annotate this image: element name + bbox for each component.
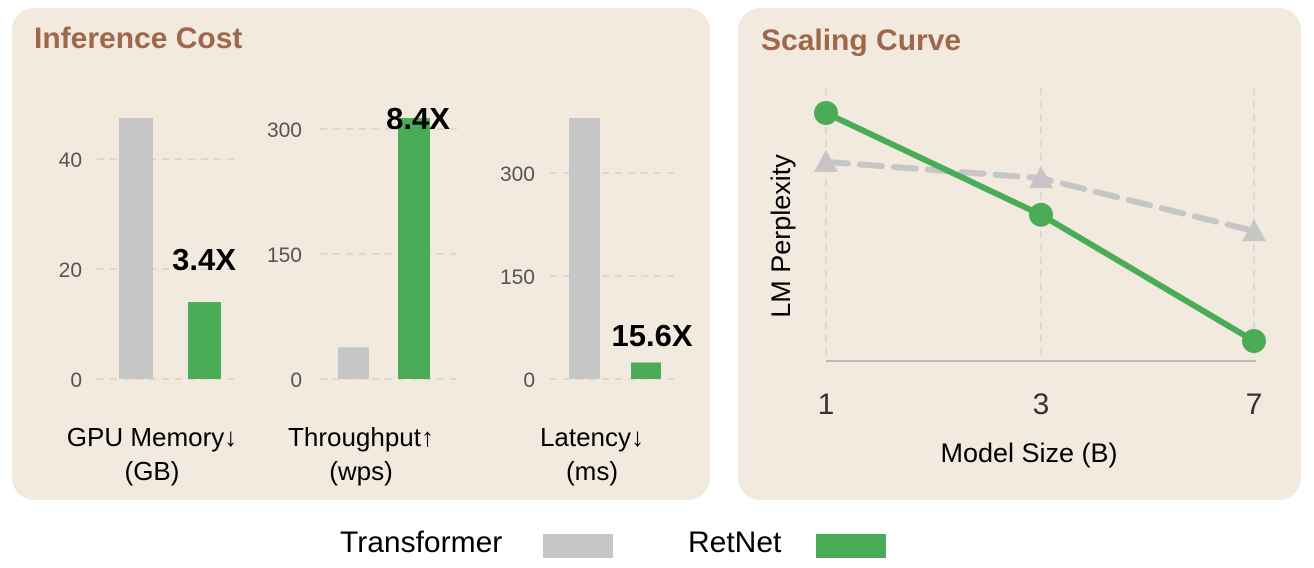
y-tick-label: 20 — [59, 259, 82, 282]
inference-cost-title: Inference Cost — [34, 22, 243, 55]
legend-label-transformer: Transformer — [340, 526, 503, 559]
ratio-annotation: 8.4X — [386, 101, 450, 136]
y-tick-label: 300 — [500, 163, 535, 186]
marker-retnet — [1242, 329, 1266, 353]
y-tick-label: 150 — [500, 266, 535, 289]
marker-transformer — [814, 149, 838, 172]
legend-label-retnet: RetNet — [688, 526, 782, 559]
bar-transformer — [119, 118, 153, 379]
x-axis-label: (GB) — [125, 456, 180, 486]
marker-retnet — [814, 101, 838, 125]
y-tick-label: 0 — [523, 369, 535, 392]
series-line-retnet — [823, 110, 1257, 344]
y-tick-label: 40 — [59, 149, 82, 172]
bar-retnet — [631, 362, 661, 379]
bar-transformer — [569, 118, 600, 379]
marker-transformer — [1242, 219, 1266, 242]
x-tick-label: 3 — [1033, 388, 1050, 421]
ratio-annotation: 3.4X — [172, 242, 236, 277]
y-tick-label: 300 — [267, 119, 302, 142]
x-axis-label: Model Size (B) — [940, 438, 1117, 468]
y-tick-label: 150 — [267, 244, 302, 267]
x-axis-label: Latency↓ — [540, 422, 644, 452]
legend-swatch-retnet — [816, 534, 886, 558]
bar-transformer — [338, 347, 369, 379]
x-axis-label: (ms) — [566, 456, 618, 486]
y-axis-label: LM Perplexity — [766, 154, 796, 318]
marker-retnet — [1029, 202, 1053, 227]
x-tick-label: 1 — [818, 388, 835, 421]
ratio-annotation: 15.6X — [611, 318, 692, 353]
x-axis-label: (wps) — [329, 456, 393, 486]
legend-swatch-transformer — [543, 534, 613, 558]
scaling-curve-title: Scaling Curve — [761, 24, 962, 57]
scaling-curve-panel: Scaling Curve — [738, 8, 1301, 500]
x-axis-label: GPU Memory↓ — [67, 422, 237, 452]
marker-transformer — [1029, 166, 1053, 189]
x-tick-label: 7 — [1246, 388, 1263, 421]
y-tick-label: 0 — [70, 369, 82, 392]
bar-retnet — [398, 118, 430, 379]
y-tick-label: 0 — [290, 369, 302, 392]
x-axis-label: Throughput↑ — [288, 422, 434, 452]
bar-retnet — [188, 302, 221, 379]
